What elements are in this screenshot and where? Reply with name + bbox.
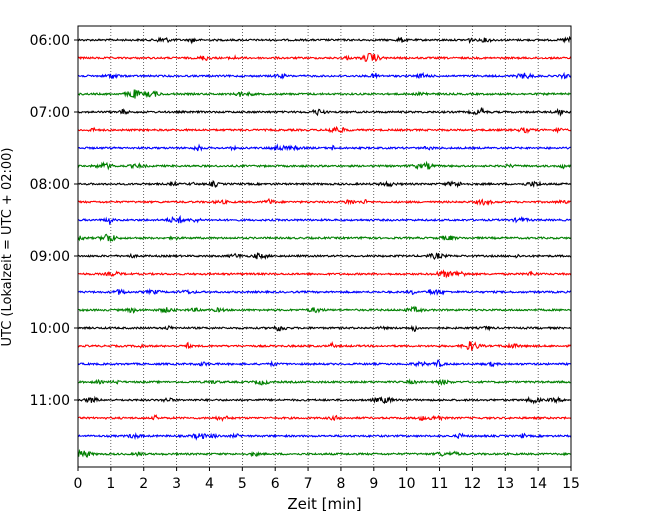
- y-tick-label: 06:00: [30, 33, 70, 49]
- x-tick-label: 0: [74, 476, 83, 492]
- seismic-trace: [78, 414, 572, 423]
- y-tick-label: 07:00: [30, 105, 70, 121]
- x-tick-label: 3: [172, 476, 181, 492]
- x-tick-label: 5: [238, 476, 247, 492]
- seismic-trace: [77, 269, 572, 279]
- seismic-trace: [77, 214, 572, 226]
- seismic-trace: [77, 448, 572, 458]
- seismic-trace: [77, 143, 572, 152]
- seismic-trace: [77, 71, 572, 80]
- seismic-trace: [77, 125, 572, 135]
- seismic-trace: [77, 305, 572, 314]
- trace-group: [77, 35, 572, 458]
- seismic-trace: [77, 359, 572, 368]
- x-tick-label: 13: [496, 476, 514, 492]
- y-axis-ticks: 06:00 07:00 08:00 09:00 10:00 11:00: [30, 33, 78, 409]
- x-tick-label: 4: [205, 476, 214, 492]
- y-tick-label: 11:00: [30, 393, 70, 409]
- seismic-trace: [77, 287, 572, 296]
- seismic-trace: [77, 378, 572, 386]
- seismic-trace: [77, 341, 572, 352]
- x-tick-label: 1: [106, 476, 115, 492]
- seismic-trace: [77, 432, 572, 441]
- seismic-trace: [77, 252, 572, 260]
- x-tick-label: 8: [336, 476, 345, 492]
- x-tick-label: 10: [398, 476, 416, 492]
- x-tick-label: 12: [463, 476, 481, 492]
- seismic-trace: [77, 179, 572, 189]
- x-tick-label: 7: [304, 476, 313, 492]
- x-axis-label: Zeit [min]: [287, 495, 361, 513]
- y-axis-label: UTC (Lokalzeit = UTC + 02:00): [0, 148, 15, 347]
- x-tick-label: 2: [139, 476, 148, 492]
- seismic-trace: [77, 160, 572, 171]
- y-tick-label: 10:00: [30, 321, 70, 337]
- x-tick-label: 6: [271, 476, 280, 492]
- seismic-trace: [77, 52, 572, 63]
- seismic-trace: [77, 395, 572, 405]
- seismic-trace: [77, 324, 572, 333]
- x-tick-label: 11: [431, 476, 449, 492]
- seismic-trace: [77, 197, 572, 206]
- x-tick-label: 15: [562, 476, 580, 492]
- y-tick-label: 09:00: [30, 249, 70, 265]
- x-axis-ticks: 0 1 2 3 4 5 6 7 8 9 10 11 12 13 14 15: [74, 467, 580, 492]
- y-tick-label: 08:00: [30, 177, 70, 193]
- seismic-trace: [77, 233, 572, 242]
- seismic-trace: [77, 35, 572, 45]
- x-tick-label: 14: [529, 476, 547, 492]
- seismic-trace: [77, 107, 572, 117]
- seismic-trace: [77, 89, 572, 99]
- plot-frame: [77, 25, 572, 468]
- x-tick-label: 9: [369, 476, 378, 492]
